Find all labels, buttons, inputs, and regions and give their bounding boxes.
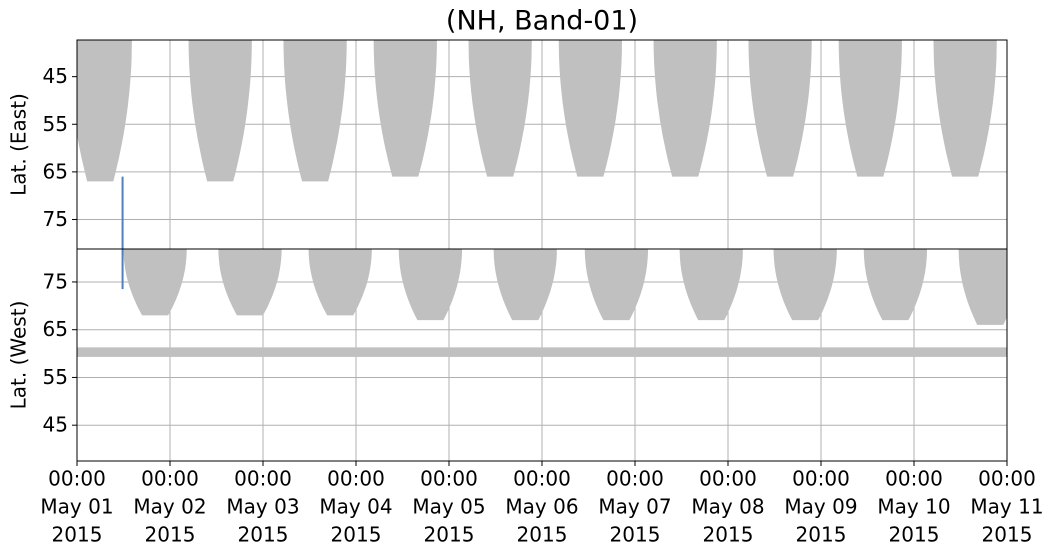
x-tick-year: 2015 [238,523,289,547]
coverage-lobe [123,249,187,316]
coverage-lobe [283,40,347,182]
coverage-lobe [373,40,437,177]
x-tick-date: May 07 [598,495,671,519]
x-tick-label: 00:00 [327,467,385,491]
x-tick-label: 00:00 [420,467,478,491]
coverage-lobe [308,249,372,316]
y-axis-label: Lat. (East) [7,93,31,196]
coverage-lobe [468,40,532,177]
y-tick-label: 45 [43,413,68,437]
x-tick-date: May 05 [412,495,485,519]
x-tick-label: 00:00 [978,467,1036,491]
x-tick-year: 2015 [517,523,568,547]
x-tick-year: 2015 [796,523,847,547]
x-tick-year: 2015 [52,523,103,547]
x-tick-label: 00:00 [699,467,757,491]
x-tick-year: 2015 [982,523,1033,547]
coverage-lobe [748,40,812,177]
coverage-lobe [863,249,927,321]
coverage-lobe [558,40,622,177]
coverage-lobe [933,40,997,177]
x-tick-year: 2015 [703,523,754,547]
y-tick-label: 65 [43,317,68,341]
x-tick-year: 2015 [145,523,196,547]
y-tick-label: 75 [43,269,68,293]
coverage-lobe [493,249,557,321]
chart-title: (NH, Band-01) [446,6,638,37]
x-tick-year: 2015 [889,523,940,547]
x-tick-label: 00:00 [141,467,199,491]
y-tick-label: 75 [43,207,68,231]
y-tick-label: 55 [43,365,68,389]
x-tick-date: May 11 [970,495,1043,519]
x-tick-year: 2015 [331,523,382,547]
x-tick-date: May 02 [133,495,206,519]
x-tick-date: May 06 [505,495,578,519]
y-tick-label: 65 [43,159,68,183]
coverage-lobe [679,249,743,321]
x-tick-label: 00:00 [606,467,664,491]
plot-area [77,40,1007,249]
coverage-lobe [398,249,462,321]
x-tick-date: May 04 [319,495,392,519]
coverage-lobe [958,249,1007,325]
x-tick-label: 00:00 [234,467,292,491]
coverage-lobe [188,40,252,182]
coverage-lobe [77,40,132,182]
coverage-lobe [653,40,717,177]
coverage-lobe [773,249,837,321]
x-tick-date: May 08 [691,495,764,519]
x-tick-label: 00:00 [792,467,850,491]
x-tick-label: 00:00 [48,467,106,491]
coverage-lobe [584,249,648,321]
coverage-band [77,347,1007,357]
y-axis-label: Lat. (West) [7,301,31,410]
plot-area [77,249,1007,461]
x-tick-label: 00:00 [885,467,943,491]
x-tick-date: May 01 [40,495,113,519]
x-tick-label: 00:00 [513,467,571,491]
x-tick-year: 2015 [424,523,475,547]
x-tick-date: May 10 [877,495,950,519]
x-tick-date: May 03 [226,495,299,519]
y-tick-label: 55 [43,112,68,136]
x-tick-year: 2015 [610,523,661,547]
y-tick-label: 45 [43,64,68,88]
x-tick-date: May 09 [784,495,857,519]
coverage-lobe [838,40,902,177]
coverage-lobe [218,249,282,316]
